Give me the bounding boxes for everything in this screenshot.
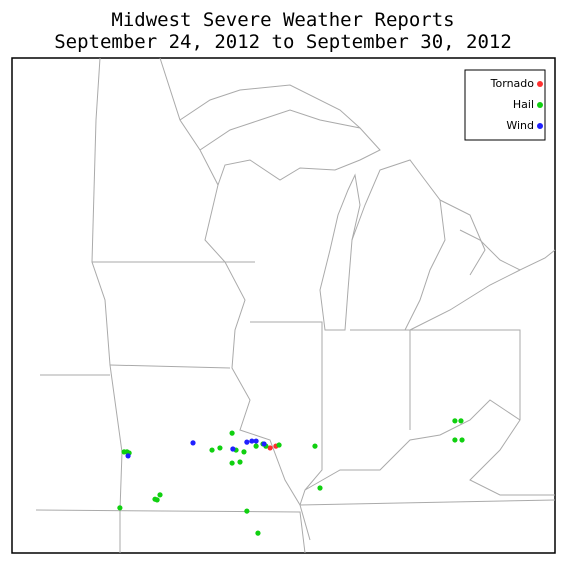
report-point [230, 446, 236, 452]
report-point [261, 441, 267, 447]
report-point [276, 442, 282, 448]
base-map [35, 57, 556, 554]
legend-label: Wind [506, 119, 534, 132]
legend-marker [537, 123, 543, 129]
report-point [459, 437, 465, 443]
report-point [317, 485, 323, 491]
report-point [209, 447, 215, 453]
report-point [154, 497, 160, 503]
legend-marker [537, 102, 543, 108]
report-point [267, 445, 273, 451]
legend-label: Tornado [490, 77, 535, 90]
legend-box [464, 69, 546, 141]
report-point [157, 492, 163, 498]
report-point [117, 505, 123, 511]
report-point [244, 439, 250, 445]
report-point [190, 440, 196, 446]
report-point [253, 443, 259, 449]
report-point [452, 418, 458, 424]
report-point [458, 418, 464, 424]
report-point [217, 445, 223, 451]
report-point [452, 437, 458, 443]
report-point [229, 430, 235, 436]
report-point [249, 438, 255, 444]
report-point [229, 460, 235, 466]
report-point [312, 443, 318, 449]
report-point [125, 453, 131, 459]
title-line: Midwest Severe Weather Reports [111, 9, 454, 31]
report-point [241, 449, 247, 455]
title-line: September 24, 2012 to September 30, 2012 [54, 31, 512, 53]
report-point [244, 508, 250, 514]
map-frame [11, 57, 556, 554]
report-point [237, 459, 243, 465]
legend-marker [537, 81, 543, 87]
legend-label: Hail [513, 98, 534, 111]
report-point [253, 438, 259, 444]
report-point [255, 530, 261, 536]
